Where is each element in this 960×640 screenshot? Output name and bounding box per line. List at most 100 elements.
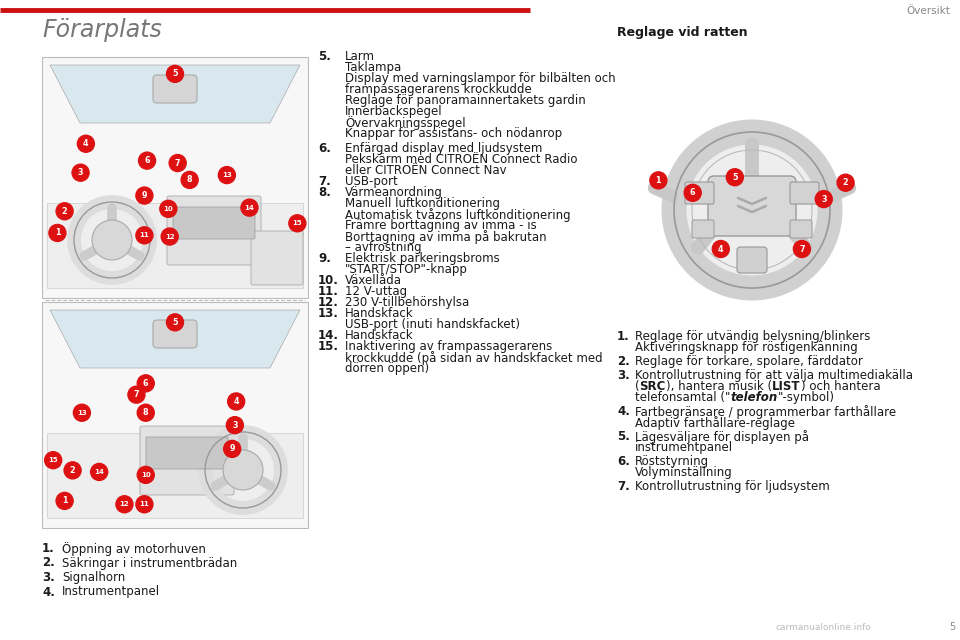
Text: 12 V-uttag: 12 V-uttag — [345, 285, 407, 298]
Text: 14: 14 — [245, 205, 254, 211]
Circle shape — [793, 241, 810, 257]
Text: 2: 2 — [61, 207, 67, 216]
Text: 4: 4 — [84, 140, 88, 148]
Text: – avfrostning: – avfrostning — [345, 241, 421, 254]
FancyBboxPatch shape — [153, 75, 197, 103]
FancyBboxPatch shape — [692, 220, 714, 238]
Circle shape — [160, 200, 177, 218]
Text: 11: 11 — [139, 232, 150, 238]
Text: 3: 3 — [232, 420, 238, 429]
Text: 1.: 1. — [42, 542, 55, 555]
Text: Översikt: Översikt — [906, 6, 950, 16]
Text: 2.: 2. — [617, 355, 630, 368]
Text: 7: 7 — [133, 390, 139, 399]
Text: 5: 5 — [172, 318, 178, 327]
Text: Manuell luftkonditionering: Manuell luftkonditionering — [345, 197, 500, 210]
Circle shape — [128, 386, 145, 403]
Text: ) och hantera: ) och hantera — [801, 380, 880, 393]
Text: 7: 7 — [799, 244, 804, 253]
Text: 1: 1 — [656, 176, 661, 185]
Text: telefonsamtal (": telefonsamtal (" — [635, 391, 731, 404]
Text: Borttagning av imma på bakrutan: Borttagning av imma på bakrutan — [345, 230, 546, 244]
Circle shape — [73, 404, 90, 421]
FancyBboxPatch shape — [790, 182, 819, 204]
Text: instrumentpanel: instrumentpanel — [635, 441, 733, 454]
Text: Adaptiv farthållare-reglage: Adaptiv farthållare-reglage — [635, 416, 795, 430]
FancyBboxPatch shape — [153, 320, 197, 348]
Text: 6: 6 — [143, 379, 149, 388]
FancyBboxPatch shape — [42, 57, 308, 298]
Circle shape — [78, 135, 94, 152]
Text: 7.: 7. — [617, 480, 630, 493]
Text: 5.: 5. — [617, 430, 630, 443]
Circle shape — [169, 154, 186, 172]
Circle shape — [228, 393, 245, 410]
Text: Främre borttagning av imma - is: Främre borttagning av imma - is — [345, 219, 537, 232]
Text: krockkudde (på sidan av handskfacket med: krockkudde (på sidan av handskfacket med — [345, 351, 603, 365]
Text: Handskfack: Handskfack — [345, 307, 414, 320]
Text: Fartbegränsare / programmerbar farthållare: Fartbegränsare / programmerbar farthålla… — [635, 405, 896, 419]
Text: Reglage för torkare, spolare, färddator: Reglage för torkare, spolare, färddator — [635, 355, 863, 368]
Circle shape — [683, 141, 821, 279]
Text: 5: 5 — [732, 173, 737, 182]
Text: 7: 7 — [175, 159, 180, 168]
Text: 10: 10 — [163, 206, 173, 212]
Circle shape — [650, 172, 667, 189]
Text: LIST: LIST — [772, 380, 801, 393]
Text: 10.: 10. — [318, 274, 339, 287]
Circle shape — [223, 450, 263, 490]
Circle shape — [92, 220, 132, 260]
Circle shape — [138, 152, 156, 169]
Text: Öppning av motorhuven: Öppning av motorhuven — [62, 542, 205, 556]
Text: 11.: 11. — [318, 285, 339, 298]
Text: 3: 3 — [821, 195, 827, 204]
Polygon shape — [47, 203, 303, 288]
Circle shape — [289, 215, 306, 232]
Polygon shape — [47, 433, 303, 518]
Text: USB-port (inuti handskfacket): USB-port (inuti handskfacket) — [345, 318, 520, 331]
Circle shape — [116, 496, 132, 513]
Circle shape — [837, 174, 854, 191]
Text: Aktiveringsknapp för röstigenkänning: Aktiveringsknapp för röstigenkänning — [635, 341, 857, 354]
Text: 6: 6 — [690, 188, 695, 197]
Circle shape — [727, 169, 743, 186]
Text: 4.: 4. — [42, 586, 55, 598]
Text: Övervakningsspegel: Övervakningsspegel — [345, 116, 466, 130]
Circle shape — [49, 225, 66, 241]
Circle shape — [166, 65, 183, 83]
Text: Reglage för utvändig belysning/blinkers: Reglage för utvändig belysning/blinkers — [635, 330, 871, 343]
Text: 1: 1 — [61, 497, 67, 506]
Text: Värmeanordning: Värmeanordning — [345, 186, 443, 199]
Text: 14: 14 — [94, 469, 104, 475]
Text: 6.: 6. — [617, 455, 630, 468]
Text: 5: 5 — [948, 622, 955, 632]
Circle shape — [137, 467, 155, 483]
Text: 8.: 8. — [318, 186, 331, 199]
Text: 1: 1 — [55, 228, 60, 237]
Circle shape — [72, 164, 89, 181]
Text: Taklampa: Taklampa — [345, 61, 401, 74]
Circle shape — [241, 199, 258, 216]
Polygon shape — [50, 65, 300, 123]
Text: dörren öppen): dörren öppen) — [345, 362, 429, 375]
FancyBboxPatch shape — [42, 302, 308, 528]
Text: Röststyrning: Röststyrning — [635, 455, 709, 468]
Text: 5.: 5. — [318, 50, 331, 63]
Text: Reglage vid ratten: Reglage vid ratten — [617, 26, 748, 39]
Circle shape — [56, 203, 73, 220]
Text: telefon: telefon — [731, 391, 778, 404]
Text: "START/STOP"-knapp: "START/STOP"-knapp — [345, 263, 468, 276]
Circle shape — [181, 172, 198, 188]
Text: Signalhorn: Signalhorn — [62, 571, 125, 584]
Text: 12: 12 — [120, 501, 130, 508]
Text: Reglage för panoramainnertakets gardin: Reglage för panoramainnertakets gardin — [345, 94, 586, 107]
Circle shape — [137, 375, 155, 392]
Text: 3.: 3. — [617, 369, 630, 382]
Text: 9: 9 — [142, 191, 147, 200]
FancyBboxPatch shape — [737, 247, 767, 273]
Text: Säkringar i instrumentbrädan: Säkringar i instrumentbrädan — [62, 557, 237, 570]
Text: 4.: 4. — [617, 405, 630, 418]
Circle shape — [218, 166, 235, 184]
FancyBboxPatch shape — [790, 220, 812, 238]
Text: "-symbol): "-symbol) — [778, 391, 834, 404]
